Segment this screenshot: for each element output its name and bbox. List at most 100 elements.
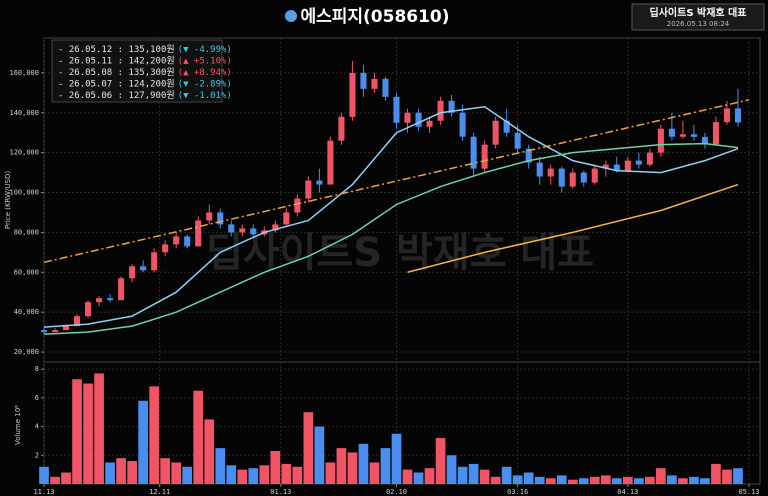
volume-bar bbox=[556, 475, 567, 484]
volume-bar bbox=[248, 468, 259, 484]
candle-body bbox=[657, 128, 664, 153]
legend-box bbox=[51, 39, 223, 103]
volume-bar bbox=[413, 472, 424, 484]
volume-bar bbox=[314, 426, 325, 484]
candle-body bbox=[327, 140, 334, 185]
candle-body bbox=[228, 224, 235, 233]
legend-change: (▼ -1.01%) bbox=[178, 91, 232, 101]
candle-body bbox=[712, 122, 719, 145]
candle-body bbox=[569, 172, 576, 187]
volume-bar bbox=[479, 469, 490, 484]
y-tick-label: 40,000 bbox=[14, 308, 39, 316]
plot-area: 20,000 40,000 60,000 80,000 100,000 120,000 14… bbox=[9, 37, 761, 496]
badge bbox=[631, 3, 765, 31]
y-tick-label: 60,000 bbox=[14, 268, 39, 276]
x-tick-label: 03.16 bbox=[507, 488, 528, 496]
volume-bar bbox=[689, 476, 699, 484]
volume-bar bbox=[215, 448, 226, 484]
candle-body bbox=[668, 128, 675, 137]
legend-text: - 26.05.07 : 124,200원 bbox=[58, 78, 175, 89]
volume-bar bbox=[424, 468, 435, 484]
candle-body bbox=[85, 302, 92, 317]
volume-bar bbox=[105, 462, 115, 484]
volume-bar bbox=[39, 466, 49, 484]
candle-body bbox=[195, 220, 202, 247]
legend-change: (▲ +8.94%) bbox=[178, 68, 232, 78]
candle-body bbox=[690, 134, 697, 137]
volume-bar bbox=[667, 475, 677, 484]
legend-change: (▼ -4.99%) bbox=[178, 45, 232, 55]
legend-entry: - 26.05.06 : 127,900원 (▼ -1.01%) bbox=[58, 90, 232, 101]
y-tick-label: 100,000 bbox=[9, 189, 39, 197]
candle-body bbox=[701, 136, 708, 145]
title-icon bbox=[285, 10, 297, 22]
legend-entry: - 26.05.12 : 135,100원 (▼ -4.99%) bbox=[58, 44, 232, 55]
x-tick-label: 04.13 bbox=[617, 488, 638, 496]
candle-body bbox=[349, 72, 356, 117]
candle-body bbox=[723, 108, 730, 123]
volume-bar bbox=[722, 469, 732, 484]
x-tick-label: 02.10 bbox=[386, 488, 407, 496]
badge-date: 2026.05.13 08:24 bbox=[667, 20, 730, 28]
candle-body bbox=[646, 152, 653, 165]
candle-body bbox=[63, 326, 70, 331]
volume-bar bbox=[633, 478, 644, 484]
volume-bar bbox=[446, 455, 457, 484]
volume-bar bbox=[127, 461, 137, 484]
moving-average-line bbox=[407, 183, 739, 274]
y2-tick-label: 8 bbox=[35, 365, 39, 373]
legend-text: - 26.05.06 : 127,900원 bbox=[58, 90, 175, 101]
candle-body bbox=[404, 112, 411, 123]
candle-body bbox=[371, 78, 378, 89]
volume-bar bbox=[226, 465, 237, 484]
volume-bar bbox=[72, 379, 82, 484]
candle-body bbox=[591, 168, 598, 183]
badge-title: 딥사이트S 박재호 대표 bbox=[650, 6, 747, 19]
candle-body bbox=[602, 164, 609, 169]
volume-bar bbox=[336, 448, 347, 484]
volume-bar bbox=[501, 466, 512, 484]
volume-bar bbox=[391, 433, 402, 484]
candle-body bbox=[74, 316, 81, 327]
candle-body bbox=[107, 298, 114, 301]
y2-tick-label: 4 bbox=[35, 423, 39, 431]
volume-bar bbox=[358, 443, 369, 484]
candle-body bbox=[173, 236, 180, 245]
y-axis-label: Price (KRW/USD) bbox=[4, 171, 12, 229]
candle-body bbox=[470, 136, 477, 169]
volume-bar bbox=[733, 468, 743, 484]
moving-average-line bbox=[43, 142, 739, 335]
candle-body bbox=[558, 168, 565, 187]
volume-bar bbox=[50, 476, 60, 484]
candle-body bbox=[162, 244, 169, 253]
x-tick-label: 05.13 bbox=[738, 488, 759, 496]
y-tick-label: 160,000 bbox=[9, 69, 39, 77]
candle-body bbox=[525, 148, 532, 163]
legend: - 26.05.12 : 135,100원 (▼ -4.99%)- 26.05.1… bbox=[51, 39, 232, 103]
volume-bar bbox=[116, 458, 126, 484]
moving-average-line bbox=[43, 106, 739, 328]
volume-bar bbox=[292, 466, 303, 484]
volume-bar bbox=[622, 476, 633, 484]
volume-bar bbox=[369, 462, 380, 484]
y-tick-label: 140,000 bbox=[9, 109, 39, 117]
legend-change: (▲ +5.10%) bbox=[178, 56, 232, 66]
volume-bar bbox=[545, 478, 556, 484]
candle-body bbox=[393, 96, 400, 123]
legend-text: - 26.05.12 : 135,100원 bbox=[58, 44, 175, 55]
volume-bar bbox=[490, 476, 501, 484]
volume-bar bbox=[402, 469, 413, 484]
volume-bar bbox=[435, 438, 446, 484]
candle-body bbox=[415, 112, 422, 127]
candle-body bbox=[459, 112, 466, 137]
candle-body bbox=[492, 120, 499, 145]
candle-body bbox=[239, 228, 246, 233]
volume-bar bbox=[468, 463, 479, 484]
volume-bar bbox=[138, 400, 148, 484]
legend-text: - 26.05.08 : 135,300원 bbox=[58, 67, 175, 78]
volume-bar bbox=[656, 468, 666, 484]
candle-body bbox=[536, 162, 543, 177]
candle-body bbox=[338, 116, 345, 141]
candle-body bbox=[382, 78, 389, 97]
